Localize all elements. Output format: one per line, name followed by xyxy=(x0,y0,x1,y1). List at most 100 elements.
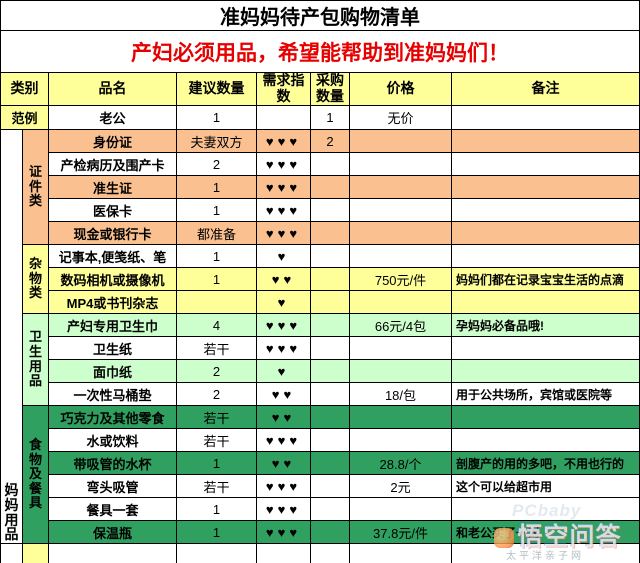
price-cell: 2元 xyxy=(349,474,452,498)
hearts-cell: ♥♥♥ xyxy=(256,129,311,153)
page-title: 准妈妈待产包购物清单 xyxy=(0,0,640,31)
category-cell: 证件类 xyxy=(22,129,49,245)
hearts-cell: ♥♥♥ xyxy=(256,221,311,245)
note-cell xyxy=(451,221,640,245)
note-cell xyxy=(451,244,640,268)
suggested-qty-cell: 若干 xyxy=(176,474,257,498)
item-name-cell: 数码相机或摄像机 xyxy=(48,267,177,291)
category-cell: 食物及餐具 xyxy=(22,405,49,544)
note-cell xyxy=(451,497,640,521)
table-row: 食物及餐具 巧克力及其他零食 若干 ♥♥ xyxy=(1,405,640,544)
item-name-cell: 带吸管的水杯 xyxy=(48,451,177,475)
table-row: 面巾纸 2 ♥ xyxy=(1,359,640,383)
table-row: 卫生纸 若干 ♥♥♥ xyxy=(1,336,640,360)
purchase-qty-cell xyxy=(310,382,350,406)
purchase-qty-cell xyxy=(310,451,350,475)
hearts-cell xyxy=(256,543,311,563)
item-name-cell: 准生证 xyxy=(48,175,177,199)
note-cell xyxy=(451,336,640,360)
purchase-qty-cell xyxy=(310,336,350,360)
suggested-qty-cell: 若干 xyxy=(176,428,257,452)
hearts-cell: ♥♥ xyxy=(256,382,311,406)
price-cell xyxy=(349,405,452,429)
purchase-qty-cell xyxy=(310,152,350,176)
price-cell: 28.8/个 xyxy=(349,451,452,475)
note-cell xyxy=(451,175,640,199)
note-cell: 用于公共场所，宾馆或医院等 xyxy=(451,382,640,406)
purchase-qty-cell xyxy=(310,175,350,199)
table-row: 带吸管的水杯 1 ♥♥ 28.8/个 剖腹产的用的多吧，不用也行的 xyxy=(1,451,640,475)
price-cell xyxy=(349,336,452,360)
hearts-cell: ♥♥♥ xyxy=(256,520,311,544)
purchase-qty-cell xyxy=(310,543,350,563)
purchase-qty-cell xyxy=(310,221,350,245)
suggested-qty-cell: 若干 xyxy=(176,405,257,429)
subtitle-banner: 产妇必须用品，希望能帮助到准妈妈们！ xyxy=(0,30,640,73)
table-row: 餐具一套 1 ♥♥♥ xyxy=(1,497,640,521)
hearts-cell: ♥♥♥ xyxy=(256,175,311,199)
suggested-qty-cell: 都准备 xyxy=(176,221,257,245)
table-row: 产检病历及围产卡 2 ♥♥♥ xyxy=(1,152,640,176)
item-name-cell: 一次性马桶垫 xyxy=(48,382,177,406)
purchase-qty-cell xyxy=(310,359,350,383)
suggested-qty-cell: 2 xyxy=(176,152,257,176)
example-label-cell: 范例 xyxy=(0,105,49,130)
price-cell xyxy=(349,175,452,199)
suggested-qty-cell: 1 xyxy=(176,520,257,544)
outer-category-cell: 妈妈用品 xyxy=(0,129,23,544)
hearts-cell: ♥♥♥ xyxy=(256,313,311,337)
item-name-cell: 巧克力及其他零食 xyxy=(48,405,177,429)
table-row: 弯头吸管 若干 ♥♥♥ 2元 这个可以给超市用 xyxy=(1,474,640,498)
suggested-qty-cell: 1 xyxy=(176,105,257,130)
table-row: 水或饮料 若干 ♥♥♥ xyxy=(1,428,640,452)
item-name-cell: 餐具一套 xyxy=(48,497,177,521)
note-cell xyxy=(451,290,640,314)
suggested-qty-cell: 1 xyxy=(176,267,257,291)
note-cell: 这个可以给超市用 xyxy=(451,474,640,498)
hearts-cell: ♥♥♥ xyxy=(256,474,311,498)
suggested-qty-cell xyxy=(176,290,257,314)
table-row xyxy=(0,543,640,563)
purchase-qty-cell xyxy=(310,497,350,521)
price-cell xyxy=(349,198,452,222)
table-row: 卫生用品 产妇专用卫生巾 4 ♥♥♥ 66元/4包 孕妈妈必备品哦! xyxy=(1,313,640,406)
purchase-qty-cell xyxy=(310,290,350,314)
price-cell xyxy=(349,290,452,314)
hearts-cell: ♥♥ xyxy=(256,451,311,475)
note-cell: 妈妈们都在记录宝宝生活的点滴 xyxy=(451,267,640,291)
category-cell: 卫生用品 xyxy=(22,313,49,406)
table-row: 数码相机或摄像机 1 ♥♥ 750元/件 妈妈们都在记录宝宝生活的点滴 xyxy=(1,267,640,291)
purchase-qty-cell xyxy=(310,520,350,544)
purchase-qty-cell xyxy=(310,428,350,452)
table-row: 医保卡 1 ♥♥♥ xyxy=(1,198,640,222)
purchase-qty-cell: 2 xyxy=(310,129,350,153)
note-cell xyxy=(451,543,640,563)
col-header-demand-index: 需求指数 xyxy=(256,72,311,106)
table-row: MP4或书刊杂志 ♥ xyxy=(1,290,640,314)
suggested-qty-cell xyxy=(176,543,257,563)
hearts-cell: ♥♥♥ xyxy=(256,336,311,360)
col-header-name: 品名 xyxy=(48,72,177,106)
item-name-cell: 身份证 xyxy=(48,129,177,153)
hearts-cell: ♥♥♥ xyxy=(256,428,311,452)
item-name-cell: 医保卡 xyxy=(48,198,177,222)
purchase-qty-cell xyxy=(310,198,350,222)
suggested-qty-cell: 1 xyxy=(176,451,257,475)
note-cell xyxy=(451,105,640,130)
price-cell xyxy=(349,129,452,153)
item-name-cell: 现金或银行卡 xyxy=(48,221,177,245)
price-cell: 37.8元/件 xyxy=(349,520,452,544)
item-name-cell: 产检病历及围产卡 xyxy=(48,152,177,176)
hearts-cell: ♥♥♥ xyxy=(256,152,311,176)
col-header-note: 备注 xyxy=(451,72,640,106)
suggested-qty-cell: 2 xyxy=(176,359,257,383)
note-cell xyxy=(451,428,640,452)
hearts-cell: ♥ xyxy=(256,290,311,314)
table-row: 杂物类 记事本,便笺纸、笔 1 ♥ xyxy=(1,244,640,314)
col-header-category: 类别 xyxy=(0,72,49,106)
price-cell: 66元/4包 xyxy=(349,313,452,337)
note-cell: 和老公买了一对 xyxy=(451,520,640,544)
note-cell: 剖腹产的用的多吧，不用也行的 xyxy=(451,451,640,475)
item-name-cell: MP4或书刊杂志 xyxy=(48,290,177,314)
